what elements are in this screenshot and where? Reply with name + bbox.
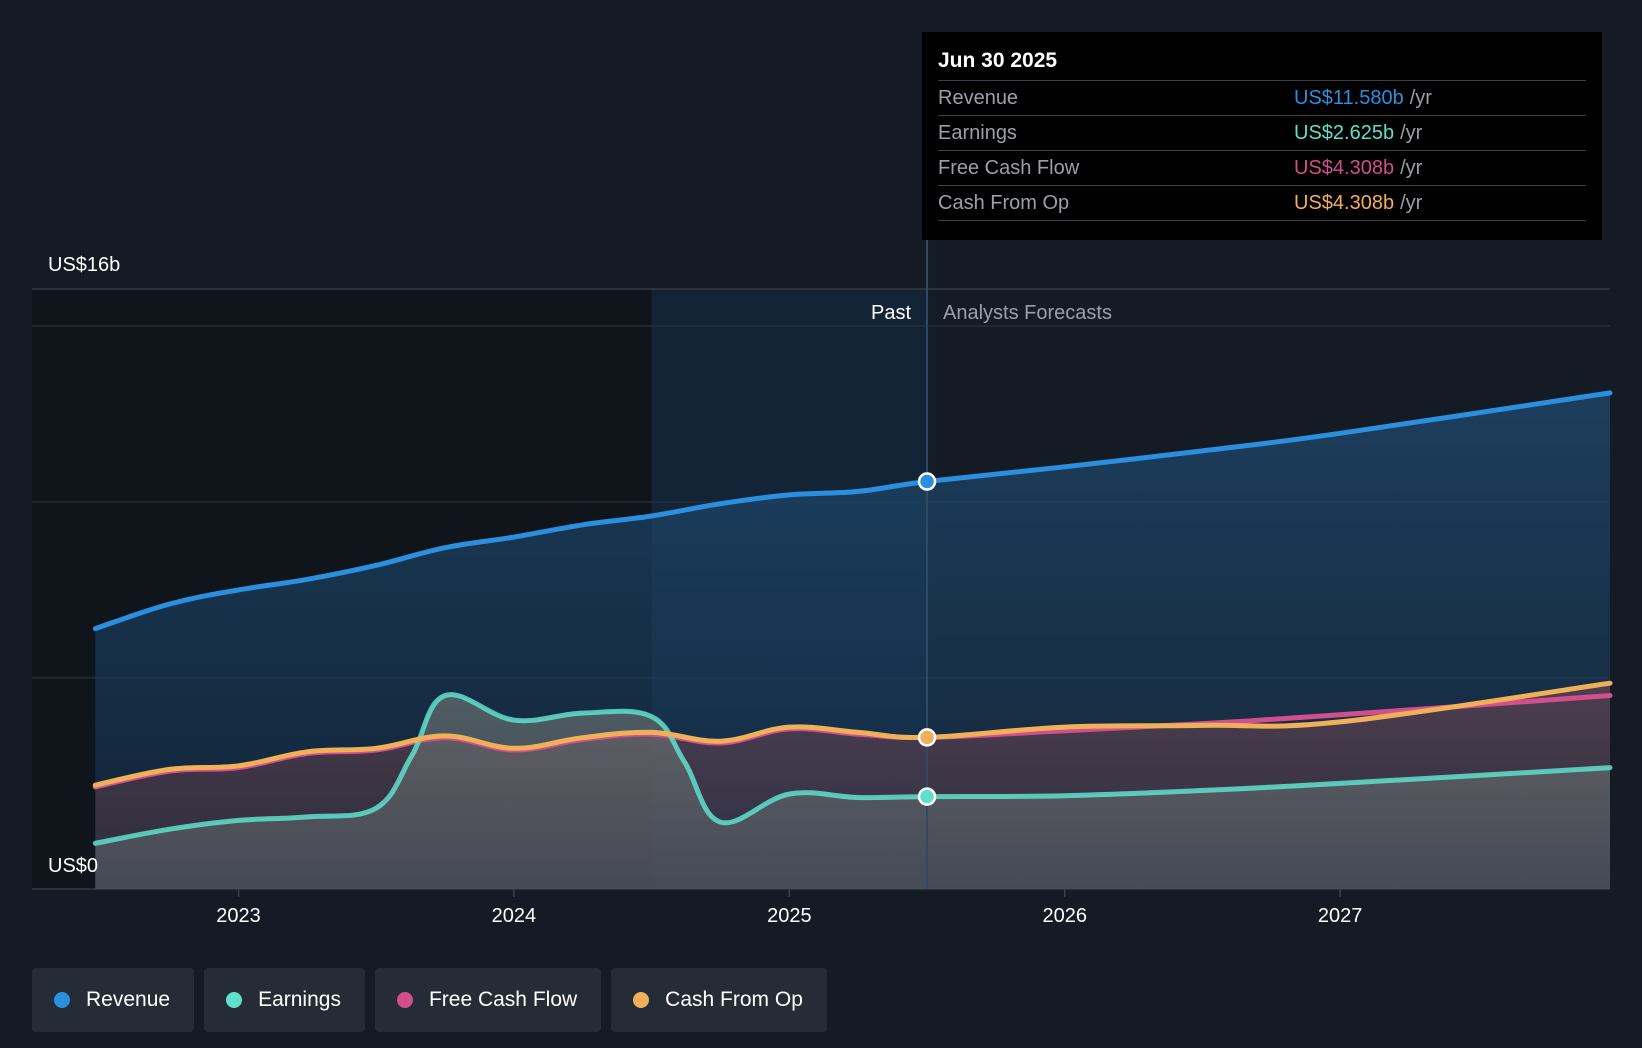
tooltip-value: US$4.308b	[1294, 157, 1395, 179]
earnings-dot-icon	[226, 992, 243, 1008]
tooltip-unit: /yr	[1400, 122, 1423, 144]
tooltip-unit: /yr	[1409, 87, 1432, 109]
cash-from-op-dot-icon	[633, 992, 650, 1008]
x-tick-label: 2027	[1318, 905, 1363, 927]
tooltip-row-cash-from-op: Cash From Op US$4.308b /yr	[938, 186, 1586, 221]
legend-item-revenue[interactable]: Revenue	[32, 968, 195, 1032]
y-axis-bottom-label: US$0	[48, 855, 98, 877]
revenue-marker[interactable]	[917, 472, 937, 491]
tooltip-value: US$2.625b	[1294, 122, 1395, 144]
tooltip-unit: /yr	[1400, 157, 1423, 179]
earnings-line	[92, 692, 1613, 846]
legend-label: Revenue	[86, 988, 171, 1011]
revenue-dot-icon	[54, 992, 70, 1008]
x-tick-label: 2024	[492, 905, 537, 927]
tooltip-value: US$11.580b	[1294, 87, 1404, 109]
tooltip-label: Revenue	[938, 87, 1019, 109]
free-cash-flow-dot-icon	[396, 992, 413, 1008]
tooltip-unit: /yr	[1400, 192, 1423, 214]
analysts-forecasts-label: Analysts Forecasts	[943, 302, 1112, 324]
y-axis-top-label: US$16b	[48, 254, 120, 276]
tooltip-row-revenue: Revenue US$11.580b /yr	[938, 81, 1586, 116]
earnings-marker[interactable]	[917, 787, 937, 806]
tooltip-row-free-cash-flow: Free Cash Flow US$4.308b /yr	[938, 151, 1586, 186]
tooltip-value: US$4.308b	[1294, 192, 1395, 214]
legend-label: Earnings	[258, 988, 341, 1011]
tooltip-date: Jun 30 2025	[938, 46, 1586, 81]
revenue-line	[92, 390, 1613, 632]
legend-label: Free Cash Flow	[428, 988, 578, 1011]
tooltip-label: Free Cash Flow	[938, 157, 1080, 179]
x-tick-label: 2026	[1042, 905, 1087, 927]
tooltip-label: Cash From Op	[938, 192, 1070, 214]
x-axis: 2023 2024 2025 2026 2027	[216, 889, 1362, 927]
tooltip-label: Earnings	[938, 122, 1017, 144]
tooltip: Jun 30 2025 Revenue US$11.580b /yr Earni…	[922, 32, 1602, 240]
legend-item-earnings[interactable]: Earnings	[204, 968, 365, 1032]
legend: Revenue Earnings Free Cash Flow Cash Fro…	[32, 968, 827, 1032]
legend-item-free-cash-flow[interactable]: Free Cash Flow	[374, 968, 602, 1032]
cash-from-op-line	[92, 680, 1613, 788]
legend-item-cash-from-op[interactable]: Cash From Op	[611, 968, 827, 1032]
past-label: Past	[871, 302, 911, 324]
tooltip-row-earnings: Earnings US$2.625b /yr	[938, 116, 1586, 151]
x-tick-label: 2023	[216, 905, 261, 927]
cash-from-op-marker[interactable]	[917, 728, 937, 747]
x-tick-label: 2025	[767, 905, 812, 927]
legend-label: Cash From Op	[665, 988, 803, 1011]
